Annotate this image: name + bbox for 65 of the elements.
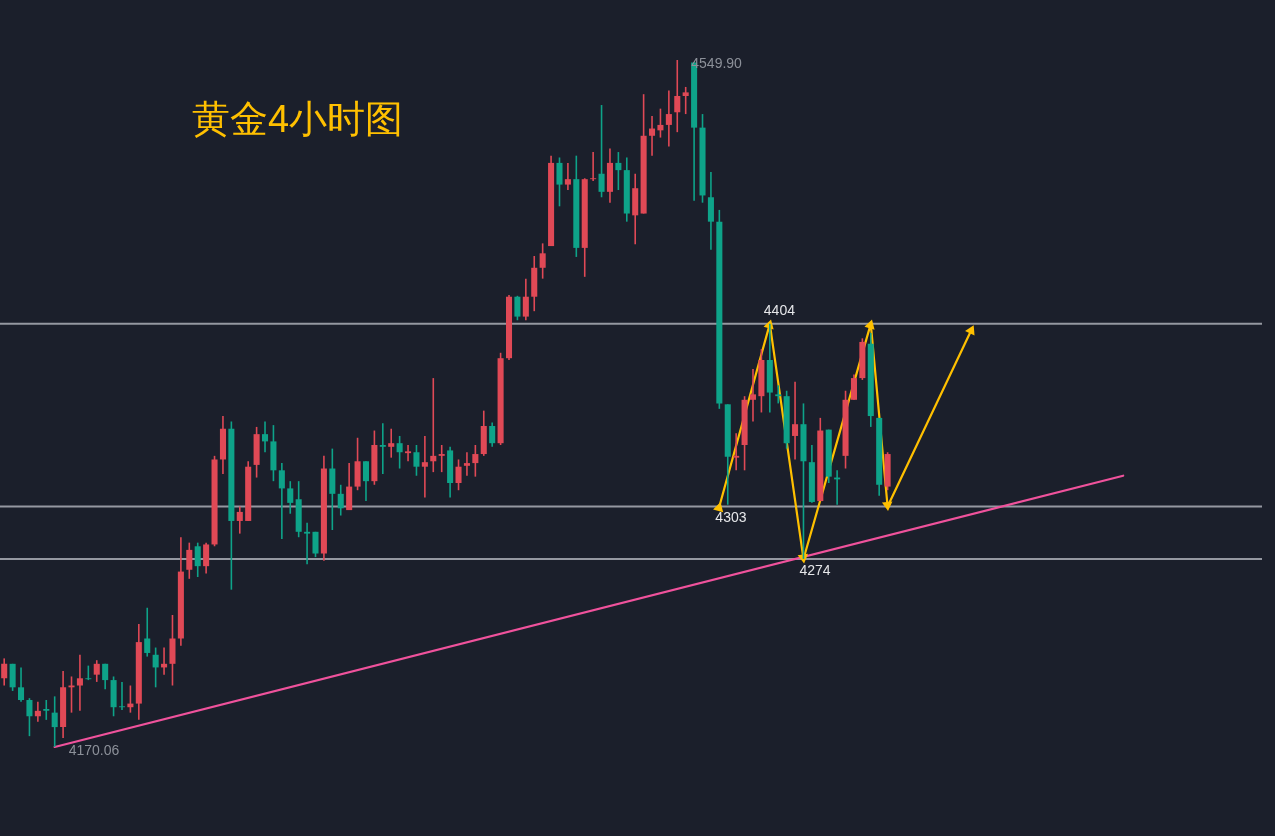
point bbox=[881, 501, 893, 512]
candlestick bbox=[421, 435, 428, 499]
candlestick bbox=[186, 541, 193, 580]
candlestick bbox=[388, 427, 395, 459]
ref-line-label: 4303 bbox=[715, 509, 747, 526]
ref-line-label: 4404 bbox=[763, 301, 796, 318]
candlestick bbox=[514, 295, 521, 322]
candlestick bbox=[522, 277, 529, 322]
candlestick bbox=[51, 695, 58, 748]
candlestick bbox=[792, 380, 799, 461]
candlestick bbox=[455, 458, 462, 492]
candlestick bbox=[590, 151, 597, 182]
candlestick bbox=[43, 699, 50, 721]
annotation: 4170.06 bbox=[68, 741, 120, 758]
candlestick bbox=[405, 444, 412, 463]
candlestick bbox=[649, 115, 656, 157]
candlestick bbox=[102, 663, 109, 690]
candlestick bbox=[287, 480, 294, 515]
candlestick bbox=[26, 697, 33, 737]
candlestick bbox=[749, 368, 757, 423]
point bbox=[965, 325, 975, 336]
candlestick bbox=[34, 700, 41, 723]
candlestick bbox=[304, 521, 311, 566]
candlestick bbox=[539, 242, 546, 280]
candlestick bbox=[144, 606, 151, 658]
candlestick bbox=[93, 659, 100, 683]
candlestick bbox=[615, 151, 622, 191]
candlestick bbox=[396, 435, 403, 470]
candlestick bbox=[1, 657, 8, 687]
candlestick bbox=[775, 384, 782, 405]
point bbox=[713, 502, 724, 513]
candlestick bbox=[76, 653, 83, 712]
candlestick bbox=[556, 156, 563, 208]
candlestick bbox=[430, 377, 437, 473]
candlestick bbox=[472, 444, 479, 478]
candlestick bbox=[733, 432, 740, 472]
candlestick bbox=[598, 104, 605, 199]
ref-line-label: 4274 bbox=[799, 561, 831, 578]
candlestick bbox=[438, 444, 445, 473]
candlestick bbox=[203, 541, 210, 575]
candlestick bbox=[489, 421, 496, 448]
candlestick bbox=[312, 531, 319, 558]
candlestick bbox=[337, 483, 344, 517]
candlestick bbox=[278, 462, 285, 540]
candlestick bbox=[18, 666, 25, 703]
candlestick bbox=[379, 422, 386, 475]
candlestick bbox=[236, 505, 243, 535]
candlestick bbox=[261, 420, 269, 454]
candlestick bbox=[657, 107, 664, 139]
candlestick bbox=[463, 451, 470, 477]
candlestick bbox=[362, 460, 370, 502]
candlestick bbox=[564, 162, 571, 191]
point bbox=[864, 319, 875, 330]
candlestick bbox=[118, 681, 126, 711]
candlestick bbox=[682, 86, 689, 115]
candlestick bbox=[674, 59, 681, 133]
candlestick bbox=[346, 462, 353, 511]
candlestick bbox=[194, 541, 201, 578]
candlestick bbox=[850, 373, 857, 401]
candlestick bbox=[665, 89, 672, 148]
candlestick bbox=[9, 663, 16, 692]
annotation: 4549.90 bbox=[691, 55, 743, 71]
candlestick bbox=[413, 444, 420, 477]
candlestick bbox=[152, 646, 159, 689]
text: 黄金4小时图 bbox=[192, 98, 404, 140]
